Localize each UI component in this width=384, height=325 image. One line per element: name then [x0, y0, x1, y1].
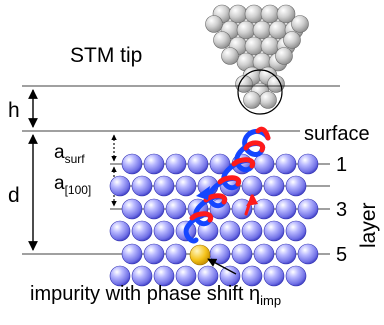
tip-atom: [291, 15, 309, 33]
stm-tip: [205, 4, 309, 109]
lattice-atom: [131, 220, 153, 242]
surface-label: surface: [304, 123, 370, 145]
lattice-atom: [219, 220, 241, 242]
tip-atom: [283, 31, 301, 49]
lattice-atom: [285, 265, 307, 287]
lattice-atom: [241, 265, 263, 287]
lattice-atom: [187, 153, 209, 175]
lattice-atom: [219, 265, 241, 287]
lattice-atom: [109, 265, 131, 287]
lattice-atom: [241, 175, 263, 197]
lattice-atom: [285, 175, 307, 197]
tip-atom: [243, 91, 261, 109]
lattice-atom: [275, 198, 297, 220]
wave-blue-arrowhead: [196, 186, 210, 200]
lattice-atom: [241, 220, 263, 242]
lattice-atom: [143, 153, 165, 175]
tip-apex-highlight-circle: [237, 69, 283, 115]
lattice-atom: [275, 243, 297, 265]
tip-atom: [228, 4, 248, 24]
tip-atom: [275, 47, 293, 65]
lattice-atom: [209, 153, 231, 175]
lattice-atom: [253, 153, 275, 175]
lattice-atom: [165, 243, 187, 265]
layer-axis-label: layer: [357, 202, 380, 248]
lattice-atom: [165, 153, 187, 175]
lattice-atom: [143, 243, 165, 265]
impurity-caption: impurity with phase shift ηimp: [30, 283, 281, 308]
lattice-atom: [153, 265, 175, 287]
electron-wave: [183, 126, 271, 244]
atom-lattice: [109, 153, 319, 287]
lattice-atom: [263, 175, 285, 197]
lattice-atom: [121, 153, 143, 175]
lattice-atom: [153, 175, 175, 197]
lattice-atom: [297, 153, 319, 175]
a-surf-label: asurf: [54, 142, 85, 166]
lattice-atom: [231, 243, 253, 265]
tip-atom: [244, 36, 264, 56]
lattice-atom: [263, 220, 285, 242]
lattice-atom: [285, 220, 307, 242]
impurity-atom: [189, 244, 211, 266]
lattice-atom: [131, 175, 153, 197]
lattice-atom: [109, 220, 131, 242]
tip-atom: [244, 4, 264, 24]
tip-atom: [205, 15, 223, 33]
d-label: d: [8, 184, 20, 207]
lattice-atom: [121, 198, 143, 220]
tip-atom: [213, 31, 231, 49]
lattice-atom: [165, 198, 187, 220]
lattice-atom: [275, 153, 297, 175]
tip-atom: [276, 4, 296, 24]
lattice-atom: [297, 198, 319, 220]
tip-atom: [259, 91, 277, 109]
lattice-atom: [253, 243, 275, 265]
stm-tip-label: STM tip: [70, 44, 142, 67]
a100-label: a[100]: [54, 173, 91, 197]
impurity-pointer-arrow: [207, 258, 237, 275]
wave-red-path: [189, 126, 271, 223]
tip-atom: [235, 75, 253, 93]
tip-atom: [221, 47, 239, 65]
wave-red-arrowhead: [246, 194, 258, 206]
lattice-atom: [153, 220, 175, 242]
lattice-atom: [175, 175, 197, 197]
lattice-atom: [121, 243, 143, 265]
tip-atom: [252, 20, 272, 40]
lattice-atom: [175, 265, 197, 287]
layer-number-3: 3: [336, 199, 347, 221]
lattice-atom: [109, 175, 131, 197]
tip-atom: [260, 4, 280, 24]
lattice-atom: [253, 198, 275, 220]
lattice-atom: [263, 265, 285, 287]
h-label: h: [8, 99, 20, 122]
lattice-atom: [131, 265, 153, 287]
tip-atom: [236, 20, 256, 40]
tip-atom: [267, 75, 285, 93]
layer-number-1: 1: [336, 154, 347, 176]
layer-number-5: 5: [336, 244, 347, 266]
lattice-atom: [143, 198, 165, 220]
lattice-atom: [297, 243, 319, 265]
